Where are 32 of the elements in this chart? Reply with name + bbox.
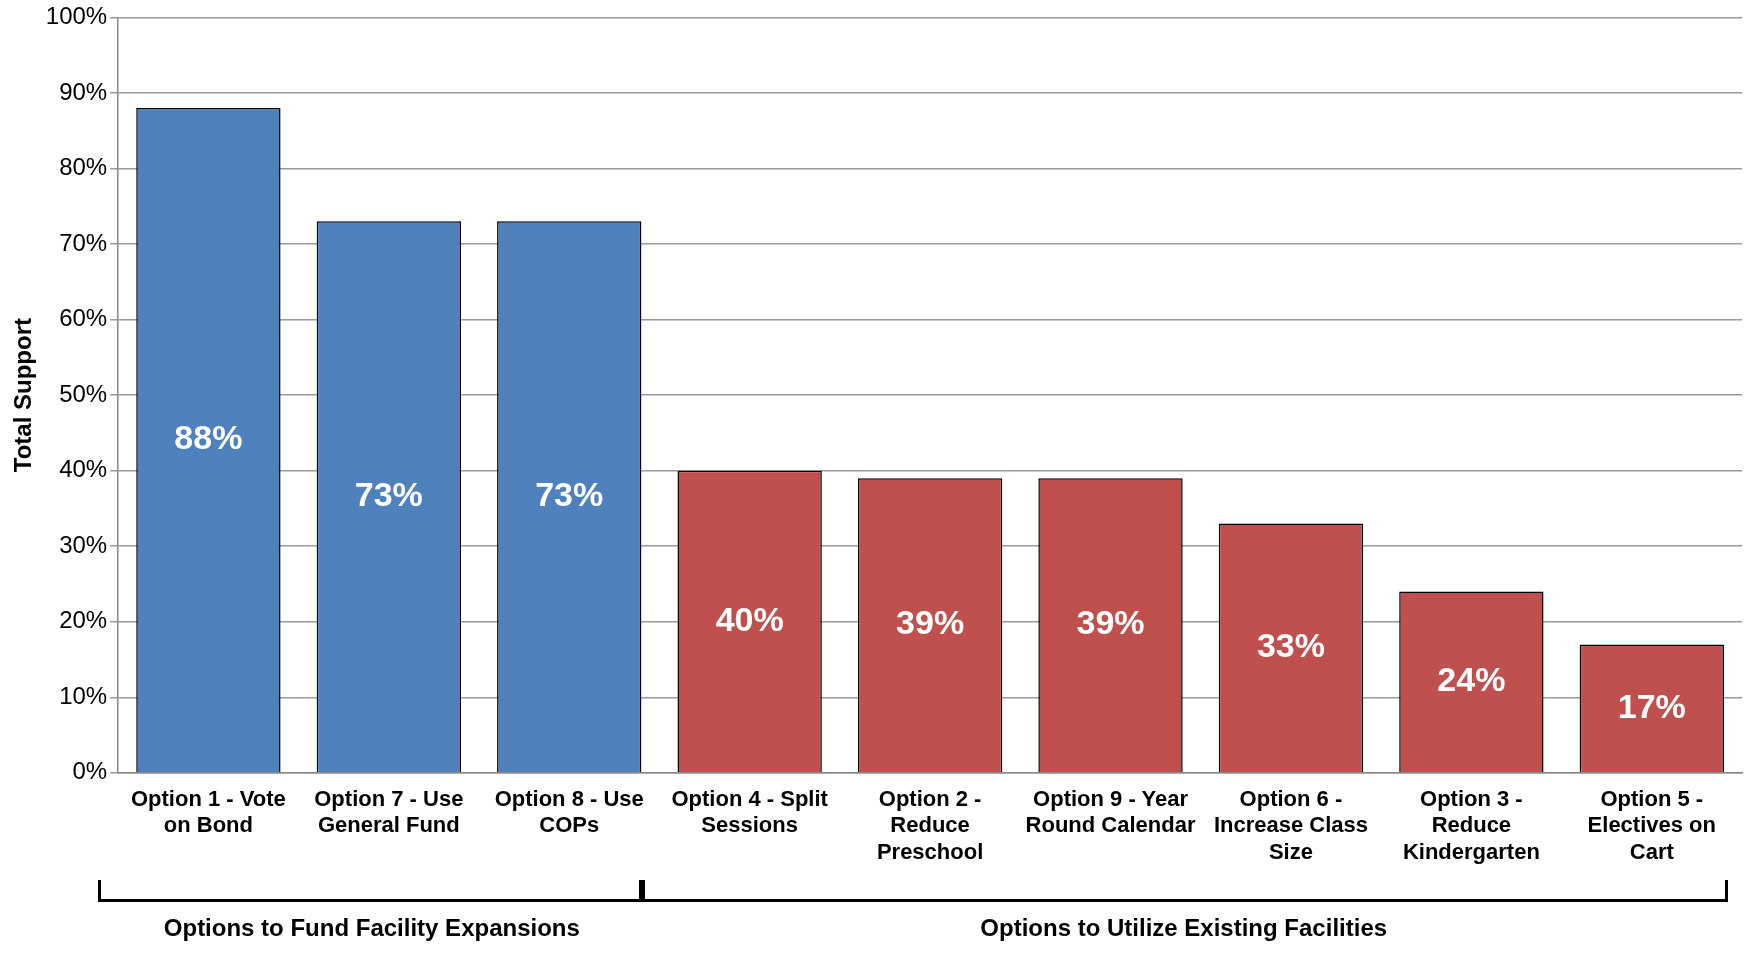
- y-tick-label: 70%: [59, 228, 108, 256]
- y-tick-label: 20%: [59, 606, 108, 634]
- y-tick-label: 30%: [59, 530, 108, 558]
- data-label: 88%: [174, 418, 243, 457]
- data-label: 73%: [354, 475, 423, 514]
- data-label: 24%: [1437, 660, 1506, 699]
- y-tick-label: 80%: [59, 153, 108, 181]
- x-tick-label: Option 9 - Year Round Calendar: [1025, 786, 1196, 838]
- text: Options to Fund Facility Expansions: [163, 914, 580, 942]
- data-label: 73%: [535, 475, 604, 514]
- x-tick-label: Option 2 - Reduce Preschool: [876, 786, 984, 864]
- x-tick-label: Option 3 - Reduce Kindergarten: [1402, 786, 1540, 864]
- x-tick-label: Option 8 - Use COPs: [494, 786, 644, 838]
- y-tick-label: 100%: [45, 2, 108, 30]
- data-label: 39%: [1076, 603, 1145, 642]
- y-tick-label: 50%: [59, 379, 108, 407]
- data-label: 39%: [896, 603, 965, 642]
- y-tick-label: 10%: [59, 681, 108, 709]
- x-tick-label: Option 4 - Split Sessions: [671, 786, 829, 838]
- y-tick-label: 60%: [59, 304, 108, 332]
- x-tick-label: Option 7 - Use General Fund: [314, 786, 464, 838]
- x-tick-label: Option 1 - Vote on Bond: [130, 786, 286, 838]
- text: Options to Utilize Existing Facilities: [980, 914, 1388, 942]
- y-tick-label: 40%: [59, 455, 108, 483]
- y-tick-label: 90%: [59, 77, 108, 105]
- data-label: 33%: [1256, 626, 1325, 665]
- y-axis-title: Total Support: [9, 318, 37, 473]
- data-label: 17%: [1617, 686, 1686, 725]
- x-tick-label: Option 5 - Electives on Cart: [1587, 786, 1716, 864]
- x-tick-label: Option 6 - Increase Class Size: [1213, 786, 1368, 864]
- data-label: 40%: [715, 599, 784, 638]
- y-tick-label: 0%: [72, 757, 108, 785]
